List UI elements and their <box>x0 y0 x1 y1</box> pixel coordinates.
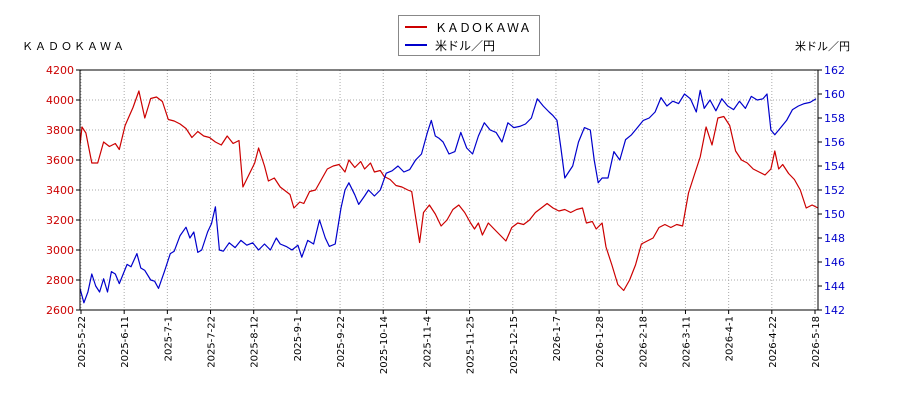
right-tick-label: 150 <box>824 208 845 221</box>
left-tick-label: 3400 <box>46 184 74 197</box>
x-tick-label: 2025-7-22 <box>207 316 218 368</box>
right-tick-label: 146 <box>824 256 845 269</box>
x-tick-label: 2025-11-25 <box>466 316 477 374</box>
right-tick-label: 154 <box>824 160 845 173</box>
right-tick-label: 156 <box>824 136 845 149</box>
x-tick-label: 2026-2-18 <box>638 316 649 368</box>
plot-border <box>79 69 819 311</box>
legend-swatch-kadokawa <box>405 26 427 28</box>
x-tick-label: 2026-1-28 <box>595 316 606 368</box>
legend-entry-usdjpy: 米ドル／円 <box>405 36 495 54</box>
x-tick-label: 2025-8-12 <box>250 316 261 368</box>
left-tick-label: 3600 <box>46 154 74 167</box>
legend-entry-kadokawa: ＫＡＤＯＫＡＷＡ <box>405 18 531 36</box>
x-tick-label: 2025-11-4 <box>422 316 433 368</box>
left-tick-label: 3000 <box>46 244 74 257</box>
left-tick-label: 2600 <box>46 304 74 317</box>
series-line-kadokawa <box>79 90 819 292</box>
left-tick-label: 3200 <box>46 214 74 227</box>
x-tick-label: 2025-9-22 <box>336 316 347 368</box>
left-tick-label: 4000 <box>46 94 74 107</box>
x-tick-label: 2026-4-22 <box>768 316 779 368</box>
right-tick-label: 162 <box>824 64 845 77</box>
chart-legend: ＫＡＤＯＫＡＷＡ 米ドル／円 <box>398 15 540 56</box>
x-tick-label: 2026-1-7 <box>552 316 563 361</box>
right-tick-label: 152 <box>824 184 845 197</box>
x-tick-label: 2025-6-11 <box>120 316 131 368</box>
right-axis-title: 米ドル／円 <box>795 40 850 53</box>
x-tick-label: 2026-3-11 <box>681 316 692 368</box>
series-line-usdjpy <box>79 89 817 304</box>
x-tick-label: 2025-10-14 <box>379 316 390 374</box>
x-tick-label: 2025-7-1 <box>163 316 174 361</box>
right-tick-label: 158 <box>824 112 845 125</box>
x-tick-label: 2025-9-1 <box>293 316 304 361</box>
right-tick-label: 144 <box>824 280 845 293</box>
left-tick-label: 4200 <box>46 64 74 77</box>
x-tick-label: 2026-5-18 <box>811 316 822 368</box>
left-tick-label: 3800 <box>46 124 74 137</box>
x-tick-label: 2026-4-1 <box>725 316 736 361</box>
x-tick-label: 2025-12-15 <box>509 316 520 374</box>
x-tick-label: 2025-5-22 <box>77 316 88 368</box>
legend-label-usdjpy: 米ドル／円 <box>435 38 496 53</box>
right-tick-label: 148 <box>824 232 845 245</box>
right-tick-label: 142 <box>824 304 845 317</box>
right-tick-label: 160 <box>824 88 845 101</box>
legend-swatch-usdjpy <box>405 44 427 46</box>
left-axis-title: ＫＡＤＯＫＡＷＡ <box>22 40 126 53</box>
legend-label-kadokawa: ＫＡＤＯＫＡＷＡ <box>435 20 532 35</box>
left-tick-label: 2800 <box>46 274 74 287</box>
